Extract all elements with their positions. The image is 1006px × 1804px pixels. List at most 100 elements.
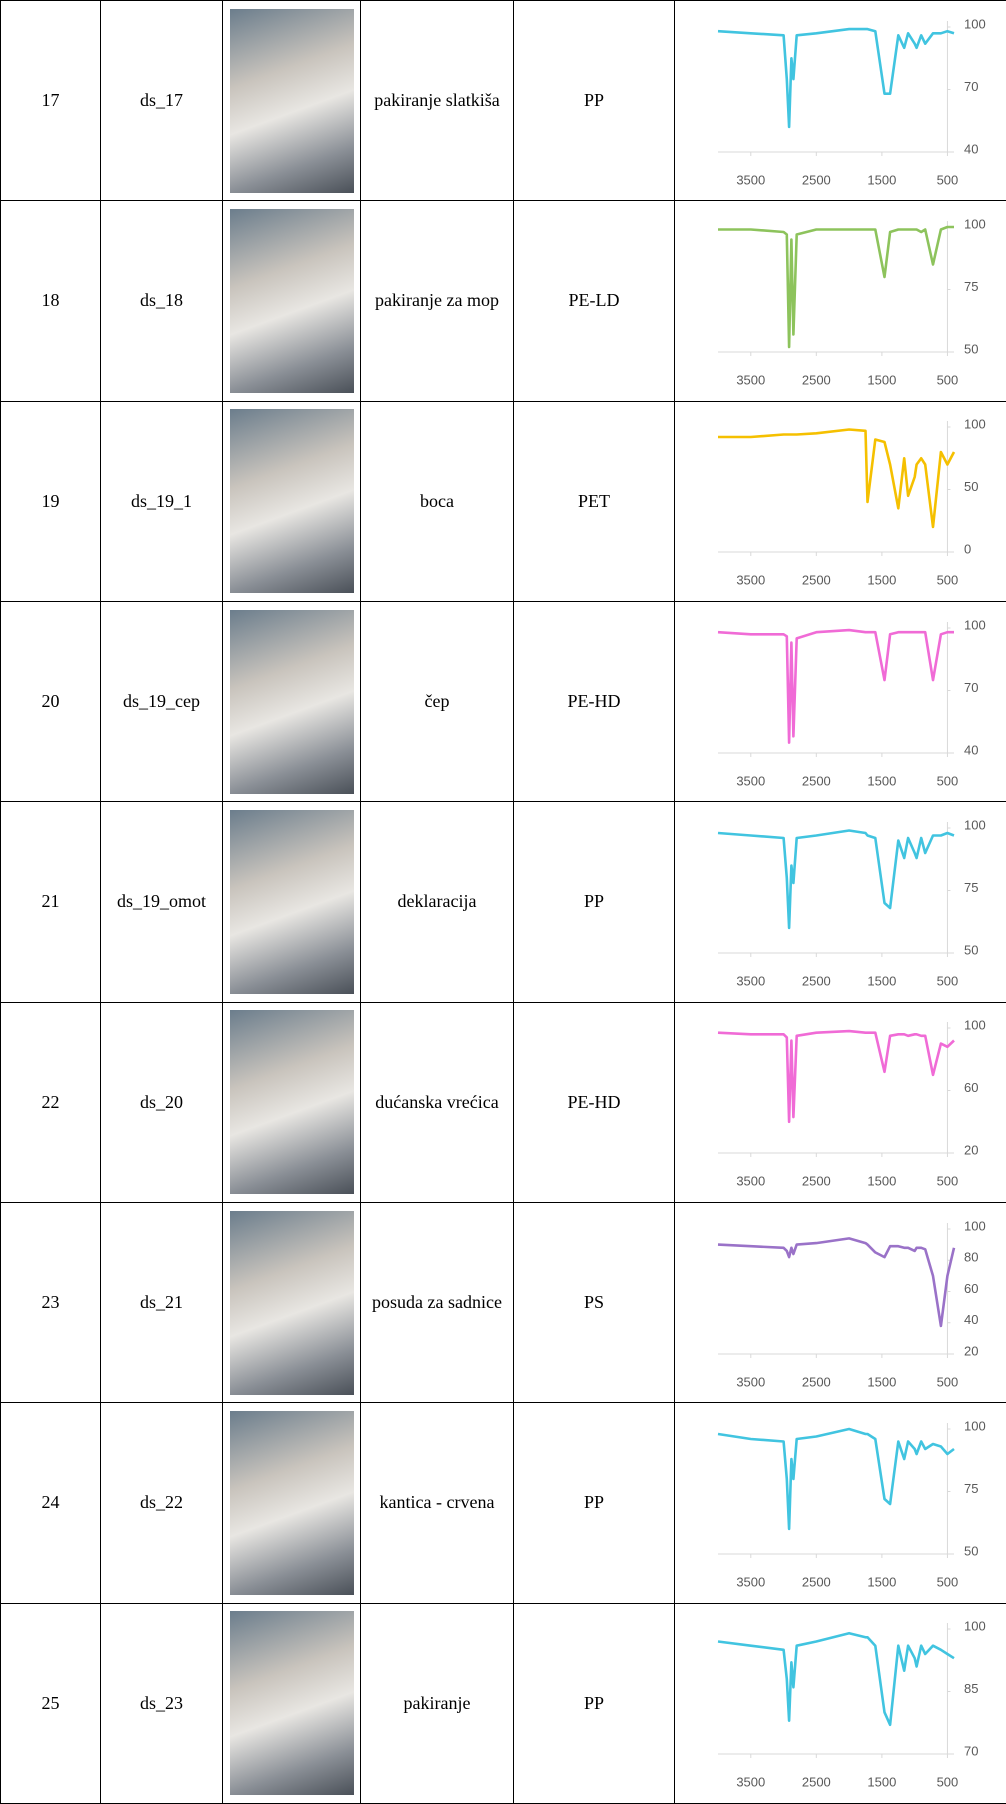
x-tick-label: 3500 [736, 1775, 765, 1790]
cell [223, 802, 361, 1003]
x-tick-label: 500 [936, 1174, 958, 1189]
cell: PE-HD [514, 1002, 675, 1203]
y-tick-label: 50 [964, 341, 978, 356]
spectrum-chart: 3500 2500 1500 500 0 50 100 [717, 417, 986, 588]
spectrum-line [717, 829, 954, 930]
item-description: posuda za sadnice [372, 1292, 502, 1313]
cell: 22 [1, 1002, 101, 1203]
cell: ds_19_1 [101, 401, 223, 602]
y-tick-label: 100 [964, 1619, 986, 1634]
x-tick-label: 500 [936, 973, 958, 988]
y-tick-label: 100 [964, 417, 986, 432]
cell: ds_17 [101, 1, 223, 202]
cell: ds_22 [101, 1403, 223, 1604]
cell: ds_20 [101, 1002, 223, 1203]
sample-photo [229, 409, 354, 594]
cell [223, 1002, 361, 1203]
x-tick-label: 500 [936, 372, 958, 387]
x-tick-label: 3500 [736, 172, 765, 187]
polymer-type: PET [577, 490, 610, 511]
y-tick-label: 50 [964, 1543, 978, 1558]
x-tick-label: 1500 [867, 1374, 896, 1389]
x-tick-label: 2500 [801, 372, 830, 387]
y-tick-label: 40 [964, 141, 978, 156]
row-number: 24 [41, 1492, 60, 1513]
spectrum-chart: 3500 2500 1500 500 50 75 100 [717, 817, 986, 988]
x-tick-label: 3500 [736, 773, 765, 788]
spectrum-line [717, 1030, 955, 1124]
cell: deklaracija [361, 802, 514, 1003]
y-tick-label: 75 [964, 1481, 978, 1496]
sample-id: ds_23 [139, 1692, 183, 1713]
x-tick-label: 1500 [867, 372, 896, 387]
x-tick-label: 1500 [867, 773, 896, 788]
x-tick-label: 500 [936, 1374, 958, 1389]
sample-photo [229, 1010, 354, 1195]
y-tick-label: 80 [964, 1249, 978, 1264]
row-number: 20 [41, 691, 60, 712]
cell: ds_21 [101, 1202, 223, 1404]
x-tick-label: 2500 [801, 172, 830, 187]
polymer-type: PE-HD [567, 691, 621, 712]
item-description: čep [424, 691, 450, 712]
y-tick-label: 75 [964, 279, 978, 294]
cell: PS [514, 1202, 675, 1404]
spectrum-line [717, 225, 954, 349]
x-tick-label: 3500 [736, 973, 765, 988]
x-tick-label: 3500 [736, 1374, 765, 1389]
y-tick-label: 70 [964, 79, 978, 94]
cell: 25 [1, 1603, 101, 1804]
y-tick-label: 0 [964, 542, 971, 557]
y-tick-label: 100 [964, 817, 986, 832]
cell: pakiranje slatkiša [361, 1, 514, 202]
y-tick-label: 100 [964, 1218, 986, 1233]
sample-id: ds_19_cep [123, 691, 200, 712]
spectrum-chart: 3500 2500 1500 500 20 60 100 [717, 1018, 985, 1189]
y-tick-label: 85 [964, 1681, 978, 1696]
cell [223, 601, 361, 803]
sample-photo [229, 809, 354, 994]
y-tick-label: 20 [964, 1143, 978, 1158]
polymer-type: PE-LD [568, 290, 620, 311]
sample-id: ds_22 [139, 1492, 183, 1513]
x-tick-label: 3500 [736, 372, 765, 387]
cell: PP [514, 1603, 675, 1804]
spectrum-line [717, 628, 954, 744]
cell: 21 [1, 802, 101, 1003]
row-number: 21 [41, 891, 60, 912]
x-tick-label: 2500 [801, 1174, 830, 1189]
cell: pakiranje [361, 1603, 514, 1804]
y-tick-label: 75 [964, 880, 978, 895]
x-tick-label: 1500 [867, 573, 896, 588]
x-tick-label: 2500 [801, 1574, 830, 1589]
sample-id: ds_20 [139, 1091, 183, 1112]
x-tick-label: 1500 [867, 172, 896, 187]
cell: PP [514, 1403, 675, 1604]
y-tick-label: 100 [964, 617, 986, 632]
cell: 3500 2500 1500 500 20 60 100 [675, 1003, 1006, 1203]
item-description: kantica - crvena [379, 1492, 495, 1513]
item-description: pakiranje slatkiša [374, 90, 500, 111]
sample-id: ds_18 [139, 290, 183, 311]
cell: 24 [1, 1403, 101, 1604]
row-number: 25 [41, 1692, 60, 1713]
cell: 3500 2500 1500 500 70 85 100 [675, 1604, 1006, 1804]
sample-id: ds_17 [139, 90, 183, 111]
spectrum-chart: 3500 2500 1500 500 40 70 100 [717, 617, 986, 788]
polymer-type: PP [583, 891, 605, 912]
spectrum-chart: 3500 2500 1500 500 50 75 100 [717, 1418, 986, 1589]
y-tick-label: 60 [964, 1281, 978, 1296]
x-tick-label: 2500 [801, 773, 830, 788]
x-tick-label: 1500 [867, 1174, 896, 1189]
cell: 3500 2500 1500 500 20 40 60 80 100 [675, 1203, 1006, 1404]
y-tick-label: 100 [964, 1418, 986, 1433]
row-number: 18 [41, 290, 60, 311]
polymer-type: PS [583, 1292, 605, 1313]
sample-photo [229, 1611, 354, 1796]
row-number: 17 [41, 90, 60, 111]
cell [223, 201, 361, 402]
cell: 18 [1, 201, 101, 402]
spectrum-chart: 3500 2500 1500 500 40 70 100 [717, 16, 985, 187]
x-tick-label: 3500 [736, 1574, 765, 1589]
